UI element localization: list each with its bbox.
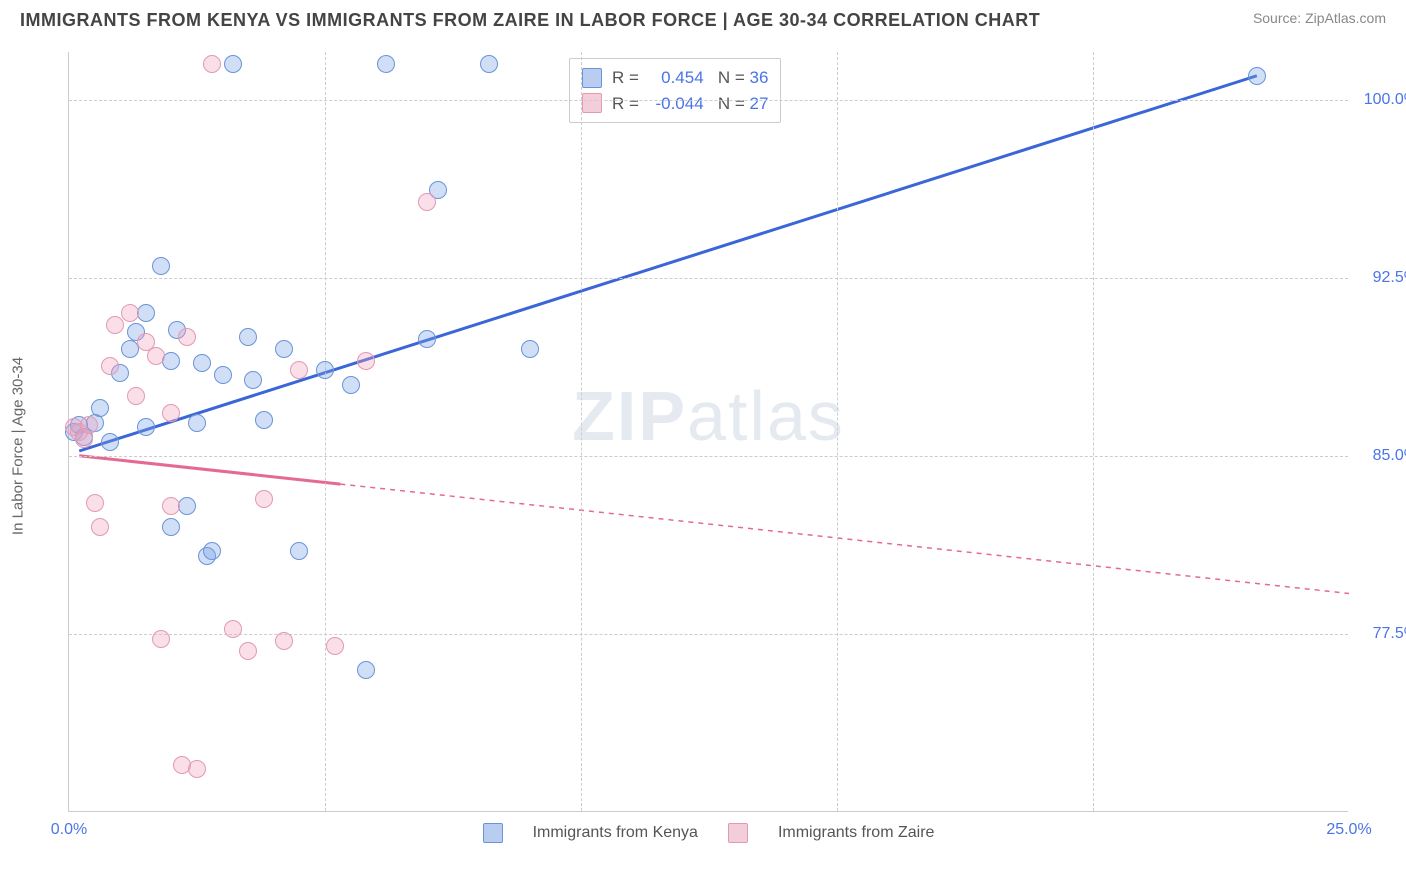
scatter-point — [418, 330, 436, 348]
scatter-point — [290, 361, 308, 379]
scatter-point — [91, 399, 109, 417]
legend-swatch-icon — [728, 823, 748, 843]
gridline-h — [69, 456, 1348, 457]
scatter-point — [147, 347, 165, 365]
gridline-v — [837, 52, 838, 811]
scatter-point — [178, 497, 196, 515]
scatter-point — [342, 376, 360, 394]
scatter-point — [377, 55, 395, 73]
gridline-v — [581, 52, 582, 811]
legend-row: R = 0.454 N = 36 — [582, 65, 768, 91]
gridline-h — [69, 100, 1348, 101]
series-name: Immigrants from Zaire — [778, 824, 934, 842]
scatter-point — [214, 366, 232, 384]
scatter-point — [1248, 67, 1266, 85]
scatter-point — [106, 316, 124, 334]
gridline-v — [1093, 52, 1094, 811]
legend-row: R = -0.044 N = 27 — [582, 91, 768, 117]
chart-plot-area: ZIPatlas R = 0.454 N = 36R = -0.044 N = … — [68, 52, 1348, 812]
scatter-point — [203, 542, 221, 560]
scatter-point — [275, 340, 293, 358]
y-tick-label: 100.0% — [1364, 91, 1406, 109]
legend-stats: R = 0.454 N = 36 — [612, 65, 768, 91]
scatter-point — [275, 632, 293, 650]
y-axis-label: In Labor Force | Age 30-34 — [10, 357, 27, 535]
scatter-point — [91, 518, 109, 536]
page-title: IMMIGRANTS FROM KENYA VS IMMIGRANTS FROM… — [20, 10, 1040, 31]
scatter-point — [152, 630, 170, 648]
scatter-point — [80, 416, 98, 434]
scatter-point — [162, 518, 180, 536]
scatter-point — [188, 414, 206, 432]
legend-swatch-icon — [483, 823, 503, 843]
scatter-point — [152, 257, 170, 275]
scatter-point — [357, 352, 375, 370]
scatter-point — [521, 340, 539, 358]
gridline-h — [69, 634, 1348, 635]
series-name: Immigrants from Kenya — [533, 824, 698, 842]
scatter-point — [418, 193, 436, 211]
legend-swatch-icon — [582, 68, 602, 88]
scatter-point — [239, 328, 257, 346]
scatter-point — [137, 304, 155, 322]
scatter-point — [239, 642, 257, 660]
scatter-point — [193, 354, 211, 372]
scatter-point — [326, 637, 344, 655]
x-tick-label: 25.0% — [1326, 821, 1371, 839]
x-tick-label: 0.0% — [51, 821, 87, 839]
scatter-point — [121, 304, 139, 322]
scatter-point — [86, 494, 104, 512]
scatter-point — [255, 490, 273, 508]
scatter-point — [188, 760, 206, 778]
legend-stats: R = -0.044 N = 27 — [612, 91, 768, 117]
scatter-point — [127, 387, 145, 405]
scatter-point — [357, 661, 375, 679]
scatter-point — [162, 497, 180, 515]
scatter-point — [316, 361, 334, 379]
scatter-point — [178, 328, 196, 346]
scatter-point — [101, 433, 119, 451]
y-tick-label: 77.5% — [1373, 625, 1406, 643]
trend-lines-svg — [69, 52, 1349, 812]
series-legend: Immigrants from Kenya Immigrants from Zai… — [69, 823, 1348, 843]
legend-swatch-icon — [582, 93, 602, 113]
scatter-point — [162, 404, 180, 422]
scatter-point — [244, 371, 262, 389]
y-tick-label: 85.0% — [1373, 447, 1406, 465]
y-tick-label: 92.5% — [1373, 269, 1406, 287]
scatter-point — [101, 357, 119, 375]
correlation-legend: R = 0.454 N = 36R = -0.044 N = 27 — [569, 58, 781, 123]
gridline-h — [69, 278, 1348, 279]
scatter-point — [203, 55, 221, 73]
scatter-point — [162, 352, 180, 370]
source-label: Source: ZipAtlas.com — [1253, 10, 1386, 26]
scatter-point — [224, 55, 242, 73]
gridline-v — [325, 52, 326, 811]
scatter-point — [255, 411, 273, 429]
scatter-point — [137, 418, 155, 436]
scatter-point — [290, 542, 308, 560]
scatter-point — [480, 55, 498, 73]
scatter-point — [224, 620, 242, 638]
